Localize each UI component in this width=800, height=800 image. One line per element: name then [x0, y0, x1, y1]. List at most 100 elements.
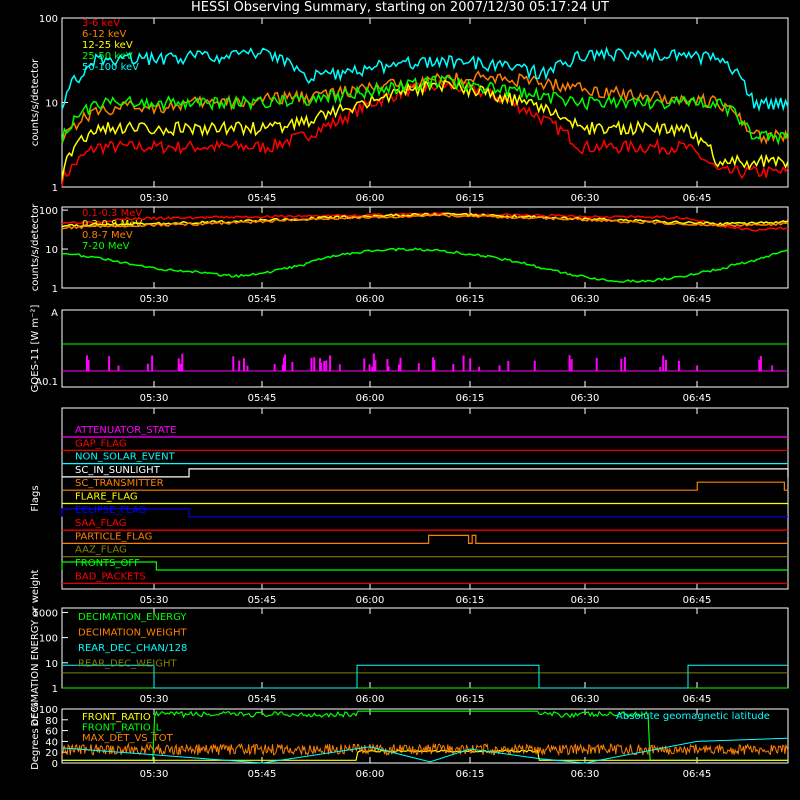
- flag-line: [61, 508, 788, 518]
- geomag-annotation: Absolute geomagnetic latitude: [616, 711, 770, 722]
- flag-label: FRONTS_OFF: [75, 558, 140, 569]
- x-tick-label: 06:30: [571, 193, 600, 204]
- flag-label: AAZ_FLAG: [75, 545, 127, 556]
- x-tick-label: 05:45: [248, 193, 277, 204]
- x-tick-label: 06:00: [356, 595, 385, 606]
- x-tick-label: 05:30: [140, 193, 169, 204]
- legend-entry: 3-6 keV: [82, 18, 120, 29]
- x-tick-label: 06:00: [356, 694, 385, 705]
- y-tick-label: 1: [52, 183, 58, 194]
- x-tick-label: 06:00: [356, 193, 385, 204]
- panel-frame: [61, 206, 789, 289]
- flag-label: ECLIPSE_FLAG: [75, 505, 146, 516]
- series-line-rear-dec-chan: [62, 664, 788, 689]
- y-tick-label: A0.1: [35, 377, 58, 388]
- flag-label: SC_IN_SUNLIGHT: [75, 465, 161, 476]
- x-tick-label: 06:30: [571, 769, 600, 780]
- legend-entry: DECIMATION_ENERGY: [78, 612, 187, 623]
- series-line-3-6-keV: [61, 79, 789, 187]
- x-tick-label: 06:45: [683, 193, 712, 204]
- flag-line: [62, 481, 788, 491]
- y-tick-label: 10: [45, 245, 58, 256]
- x-tick-label: 06:15: [456, 595, 485, 606]
- panel-frame: [61, 708, 789, 764]
- chart-title: HESSI Observing Summary, starting on 200…: [191, 0, 609, 15]
- legend-entry: REAR_DEC_CHAN/128: [78, 643, 187, 654]
- x-tick-label: 05:45: [248, 595, 277, 606]
- flag-line: [62, 468, 789, 478]
- legend-entry: DECIMATION_WEIGHT: [78, 628, 187, 639]
- x-tick-label: 06:30: [571, 595, 600, 606]
- y-tick-label: 20: [45, 748, 58, 759]
- y-tick-label: 0: [52, 759, 58, 770]
- y-tick-label: 100: [39, 705, 58, 716]
- legend-entry: 7-20 MeV: [82, 241, 130, 252]
- series-line-0-3-0-8-MeV: [61, 212, 789, 228]
- series-line-0-8-7-MeV: [61, 213, 789, 230]
- x-tick-label: 06:00: [356, 393, 385, 404]
- y-tick-label: 60: [45, 727, 58, 738]
- x-tick-label: 05:45: [248, 769, 277, 780]
- flag-label: GAP_FLAG: [75, 438, 127, 449]
- x-tick-label: 05:30: [140, 769, 169, 780]
- y-tick-label: 1: [52, 684, 58, 695]
- legend-entry: 25-50 keV: [82, 51, 133, 62]
- legend-entry: 0.8-7 MeV: [82, 230, 133, 241]
- flag-label: NON_SOLAR_EVENT: [75, 452, 176, 463]
- legend-entry: MAX_DET_VS_TOT: [82, 733, 174, 744]
- x-tick-label: 06:30: [571, 694, 600, 705]
- flag-label: BAD_PACKETS: [75, 571, 146, 582]
- x-tick-label: 05:30: [140, 694, 169, 705]
- series-line-50-100-keV: [61, 46, 789, 113]
- series-line-geomag-latitude: [61, 737, 789, 764]
- series-line-25-50-keV: [61, 74, 789, 146]
- flag-line: [61, 561, 788, 571]
- y-axis-label: Flags: [30, 485, 41, 511]
- y-tick-label: 100: [39, 14, 58, 25]
- flag-label: PARTICLE_FLAG: [75, 531, 152, 542]
- legend-entry: 12-25 keV: [82, 40, 133, 51]
- legend-entry: FRONT_RATIO: [82, 712, 151, 723]
- legend-entry: 0.3-0.8 MeV: [82, 219, 142, 230]
- legend-entry: FRONT_RATIO_L: [82, 723, 162, 734]
- x-tick-label: 06:00: [356, 294, 385, 305]
- x-tick-label: 06:15: [456, 694, 485, 705]
- x-tick-label: 06:45: [683, 393, 712, 404]
- y-tick-label: 80: [45, 716, 58, 727]
- flag-label: SAA_FLAG: [75, 518, 126, 529]
- flag-label: FLARE_FLAG: [75, 492, 138, 503]
- y-tick-label: 10: [45, 99, 58, 110]
- x-tick-label: 05:45: [248, 294, 277, 305]
- x-tick-label: 06:45: [683, 595, 712, 606]
- y-tick-label: 100: [39, 634, 58, 645]
- legend-entry: 6-12 keV: [82, 29, 126, 40]
- y-tick-label: 10: [45, 659, 58, 670]
- x-tick-label: 05:30: [140, 294, 169, 305]
- x-tick-label: 06:15: [456, 294, 485, 305]
- y-axis-label: counts/s/detector: [30, 203, 41, 291]
- panel-frame: [61, 309, 789, 388]
- flag-line: [62, 534, 788, 545]
- y-axis-label: GOES-11 [W m⁻²]: [30, 305, 41, 393]
- y-tick-label: 40: [45, 737, 58, 748]
- legend-entry: REAR_DEC_WEIGHT: [78, 659, 177, 670]
- series-line-12-25-keV: [61, 79, 789, 180]
- y-tick-label: A: [51, 308, 58, 319]
- y-tick-label: 1000: [33, 608, 58, 619]
- x-tick-label: 06:45: [683, 694, 712, 705]
- x-tick-label: 06:45: [683, 294, 712, 305]
- x-tick-label: 06:15: [456, 193, 485, 204]
- y-axis-label: DECIMATION ENERGY or weight: [30, 569, 41, 726]
- x-tick-label: 06:15: [456, 393, 485, 404]
- y-tick-label: 1: [52, 284, 58, 295]
- flag-label: SC_TRANSMITTER: [75, 478, 164, 489]
- legend-entry: 0.1-0.3 MeV: [82, 208, 142, 219]
- x-tick-label: 05:45: [248, 393, 277, 404]
- x-tick-label: 05:30: [140, 393, 169, 404]
- series-line-7-20-MeV: [61, 247, 789, 283]
- y-axis-label: counts/s/detector: [30, 58, 41, 146]
- x-tick-label: 06:00: [356, 769, 385, 780]
- x-tick-label: 05:30: [140, 595, 169, 606]
- y-tick-label: 100: [39, 206, 58, 217]
